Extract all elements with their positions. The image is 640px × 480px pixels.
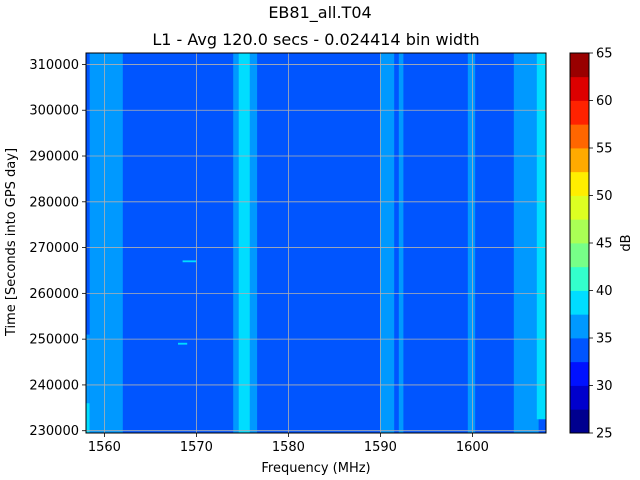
y-axis-label: Time [Seconds into GPS day]: [4, 148, 19, 337]
colorbar-tick-label: 45: [596, 237, 613, 252]
heatmap-band: [86, 403, 90, 433]
colorbar-segment: [570, 243, 589, 268]
colorbar-segment: [570, 195, 589, 220]
colorbar-segment: [570, 385, 589, 410]
colorbar-segment: [570, 266, 589, 291]
colorbar-segment: [570, 124, 589, 149]
x-tick-label: 1600: [456, 440, 489, 455]
colorbar-segment: [570, 361, 589, 386]
heatmap-band: [178, 342, 188, 345]
heatmap-band: [182, 260, 197, 263]
colorbar-tick-label: 35: [596, 332, 613, 347]
y-tick-label: 240000: [29, 378, 79, 393]
x-tick-label: 1590: [364, 440, 397, 455]
heatmap-band: [523, 53, 539, 433]
y-tick-label: 260000: [29, 287, 79, 302]
colorbar-tick-label: 60: [596, 94, 613, 109]
colorbar: 25 30 35 40 45 50 55 60 65: [569, 47, 613, 442]
plot-frame: [85, 52, 547, 434]
colorbar-tick-label: 50: [596, 189, 613, 204]
colorbar-segment: [570, 53, 589, 78]
chart-title: EB81_all.T04: [268, 3, 371, 23]
colorbar-tick-label: 30: [596, 379, 613, 394]
y-tick-label: 300000: [29, 104, 79, 119]
heatmap-band: [89, 53, 123, 433]
y-tick-label: 230000: [29, 424, 79, 439]
colorbar-segment: [570, 290, 589, 315]
x-tick-label: 1560: [88, 440, 121, 455]
x-axis-label: Frequency (MHz): [261, 461, 370, 476]
colorbar-tick-label: 55: [596, 142, 613, 157]
colorbar-tick-label: 25: [596, 427, 613, 442]
heatmap-band: [238, 53, 250, 433]
heatmap-band: [536, 53, 546, 420]
colorbar-segment: [570, 314, 589, 339]
colorbar-segment: [570, 100, 589, 125]
chart-subtitle: L1 - Avg 120.0 secs - 0.024414 bin width: [152, 30, 479, 49]
y-tick-label: 270000: [29, 241, 79, 256]
heatmap-plot-area: [85, 52, 547, 434]
y-tick-label: 290000: [29, 150, 79, 165]
x-tick-label: 1570: [180, 440, 213, 455]
x-axis-ticks: 1560 1570 1580 1590 1600: [88, 433, 489, 455]
colorbar-segment: [570, 338, 589, 363]
heatmap-band: [380, 53, 395, 433]
colorbar-segment: [570, 409, 589, 434]
y-tick-label: 280000: [29, 195, 79, 210]
heatmap-band: [86, 334, 90, 433]
colorbar-segment: [570, 219, 589, 244]
y-tick-label: 250000: [29, 333, 79, 348]
x-tick-label: 1580: [272, 440, 305, 455]
heatmap-band: [398, 53, 404, 433]
y-axis-ticks: 230000 240000 250000 260000 270000 280000 2900…: [29, 58, 86, 439]
colorbar-tick-label: 65: [596, 47, 613, 62]
colorbar-segment: [570, 76, 589, 101]
colorbar-segment: [570, 171, 589, 196]
y-tick-label: 310000: [29, 58, 79, 73]
colorbar-tick-label: 40: [596, 284, 613, 299]
heatmap-band: [513, 53, 523, 433]
heatmap-band: [467, 53, 476, 433]
colorbar-segment: [570, 148, 589, 173]
colorbar-label: dB: [619, 234, 634, 251]
